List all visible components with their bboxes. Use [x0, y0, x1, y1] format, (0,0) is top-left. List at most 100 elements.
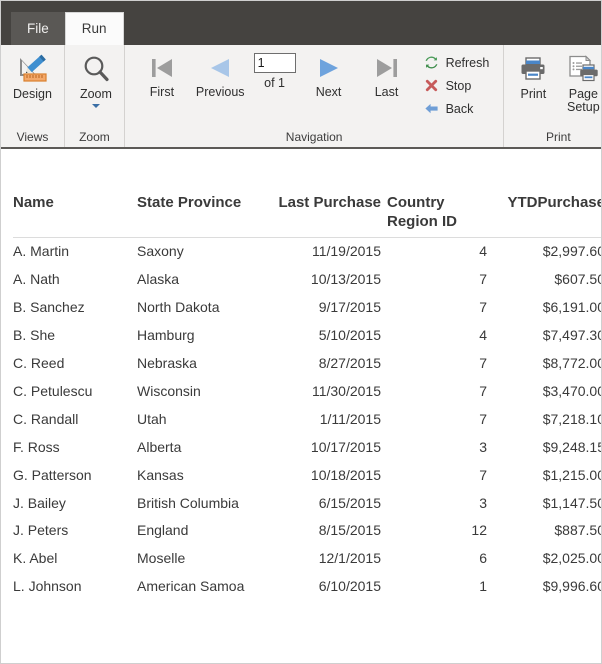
stop-button[interactable]: Stop: [420, 75, 494, 96]
ribbon-group-views: Design Views: [1, 45, 65, 147]
cell-cid: 4: [479, 243, 487, 260]
ribbon-group-views-label: Views: [16, 130, 49, 144]
cell-cid: 7: [479, 410, 487, 427]
cell-name: J. Peters: [13, 522, 69, 539]
refresh-icon: [424, 55, 440, 71]
zoom-button[interactable]: Zoom: [71, 48, 121, 109]
table-row: C. Reed Nebraska 8/27/2015 7 $8,772.00: [13, 350, 601, 378]
cell-name: C. Randall: [13, 410, 79, 427]
table-row: B. She Hamburg 5/10/2015 4 $7,497.30: [13, 322, 601, 350]
previous-page-label: Previous: [195, 85, 245, 99]
cell-cid: 12: [471, 522, 487, 539]
ribbon-group-print: Print: [504, 45, 601, 147]
cell-ytd: $2,025.00: [542, 550, 601, 567]
design-ruler-pencil-icon: [16, 52, 48, 86]
table-row: K. Abel Moselle 12/1/2015 6 $2,025.00: [13, 545, 601, 573]
cell-state: North Dakota: [137, 299, 220, 316]
cell-ytd: $8,772.00: [542, 355, 601, 371]
next-page-button[interactable]: Next: [300, 48, 358, 99]
cell-date: 8/27/2015: [318, 355, 381, 371]
page-count-label: of 1: [264, 76, 285, 90]
zoom-button-label: Zoom: [79, 87, 112, 101]
cell-cid: 4: [479, 327, 487, 344]
cell-state: Saxony: [137, 243, 184, 260]
tab-run-label: Run: [81, 21, 107, 37]
cell-state: American Samoa: [137, 578, 245, 595]
cell-date: 10/18/2015: [310, 466, 381, 483]
cell-ytd: $1,215.00: [542, 466, 601, 483]
cell-cid: 7: [479, 299, 487, 316]
page-number-container: of 1: [250, 48, 300, 90]
first-page-icon: [147, 52, 177, 84]
cell-name: B. Sanchez: [13, 299, 85, 316]
back-arrow-icon: [424, 101, 440, 117]
previous-page-button[interactable]: Previous: [191, 48, 250, 99]
table-row: B. Sanchez North Dakota 9/17/2015 7 $6,191.0…: [13, 294, 601, 322]
cell-cid: 3: [479, 494, 487, 511]
cell-name: L. Johnson: [13, 578, 82, 595]
design-button[interactable]: Design: [7, 48, 58, 101]
ribbon: Design Views Zoom Zoom: [1, 45, 601, 149]
last-page-label: Last: [374, 85, 399, 99]
next-page-label: Next: [315, 85, 342, 99]
column-header-name: Name: [13, 193, 137, 239]
cell-state: Nebraska: [137, 355, 197, 371]
cell-ytd: $1,147.50: [542, 494, 601, 511]
table-row: J. Bailey British Columbia 6/15/2015 3 $1,14…: [13, 490, 601, 518]
cell-cid: 3: [479, 438, 487, 455]
page-setup-icon: [567, 52, 599, 86]
cell-ytd: $3,470.00: [542, 382, 601, 399]
cell-date: 6/10/2015: [318, 578, 381, 595]
cell-state: British Columbia: [137, 494, 239, 511]
refresh-button[interactable]: Refresh: [420, 52, 494, 73]
cell-cid: 7: [479, 271, 487, 288]
title-bar: File Run: [1, 1, 601, 45]
report-table-body: A. Martin Saxony 11/19/2015 4 $2,997.60 A. Na…: [13, 238, 601, 601]
cell-state: Moselle: [137, 550, 186, 567]
chevron-down-icon[interactable]: [91, 104, 100, 109]
cell-cid: 7: [479, 466, 487, 483]
cell-ytd: $6,191.00: [542, 299, 601, 316]
cell-ytd: $887.50: [554, 522, 601, 539]
table-row: C. Petulescu Wisconsin 11/30/2015 7 $3,470.0…: [13, 378, 601, 406]
cell-state: Wisconsin: [137, 382, 201, 399]
page-setup-button[interactable]: Page Setup: [558, 48, 601, 114]
table-row: J. Peters England 8/15/2015 12 $887.50: [13, 517, 601, 545]
back-button[interactable]: Back: [420, 98, 494, 119]
cell-ytd: $9,248.15: [542, 438, 601, 455]
cell-date: 5/10/2015: [318, 327, 381, 344]
cell-name: C. Reed: [13, 355, 65, 371]
cell-date: 11/19/2015: [311, 243, 381, 260]
ribbon-group-print-label: Print: [546, 130, 571, 144]
cell-state: Alberta: [137, 438, 182, 455]
table-header-row: Name State Province Last Purchase Countr…: [13, 193, 601, 239]
navigation-commands: Refresh Stop: [416, 48, 496, 119]
tab-run[interactable]: Run: [64, 12, 124, 45]
refresh-label: Refresh: [445, 55, 490, 70]
table-row: G. Patterson Kansas 10/18/2015 7 $1,215.00: [13, 462, 601, 490]
cell-ytd: $7,218.10: [542, 410, 601, 427]
table-row: A. Martin Saxony 11/19/2015 4 $2,997.60: [13, 238, 601, 266]
cell-ytd: $607.50: [554, 271, 601, 288]
table-row: C. Randall Utah 1/11/2015 7 $7,218.10: [13, 406, 601, 434]
print-button[interactable]: Print: [508, 48, 558, 101]
page-number-input[interactable]: [253, 53, 296, 73]
design-button-label: Design: [13, 87, 52, 101]
last-page-button[interactable]: Last: [358, 48, 416, 99]
tab-file[interactable]: File: [11, 12, 65, 45]
cell-name: A. Nath: [13, 271, 60, 288]
cell-name: C. Petulescu: [13, 382, 93, 399]
cell-date: 10/17/2015: [310, 438, 381, 455]
cell-date: 8/15/2015: [318, 522, 381, 539]
first-page-button[interactable]: First: [133, 48, 191, 99]
printer-icon: [518, 52, 548, 86]
cell-state: Hamburg: [137, 327, 195, 344]
ribbon-group-navigation-label: Navigation: [285, 130, 343, 144]
cell-name: A. Martin: [13, 243, 70, 260]
cell-cid: 7: [479, 382, 487, 399]
cell-ytd: $7,497.30: [542, 327, 601, 344]
stop-x-icon: [424, 78, 440, 94]
cell-ytd: $2,997.60: [542, 243, 601, 260]
cell-state: England: [137, 522, 189, 539]
